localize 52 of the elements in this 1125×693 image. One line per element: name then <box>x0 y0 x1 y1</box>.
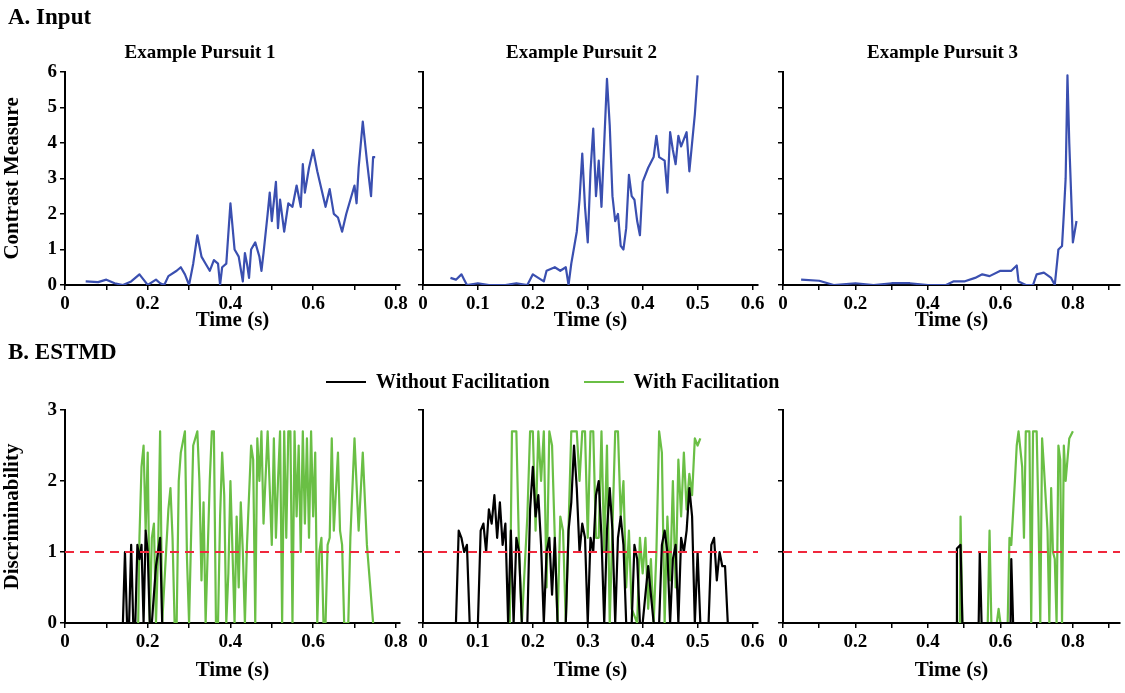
x-tick-label: 0.6 <box>740 292 765 314</box>
y-tick-label: 3 <box>47 397 57 419</box>
x-tick-label: 0 <box>418 630 428 652</box>
y-tick-label: 5 <box>47 95 57 117</box>
x-tick-label: 0.6 <box>988 292 1013 314</box>
x-tick-label: 0.2 <box>135 630 160 652</box>
x-tick-label: 0.2 <box>520 292 545 314</box>
legend-label: With Facilitation <box>633 370 780 393</box>
x-tick-label: 0.6 <box>988 630 1013 652</box>
x-tick-label: 0.2 <box>843 292 868 314</box>
y-tick-label: 4 <box>47 130 58 152</box>
x-tick-label: 0 <box>418 292 428 314</box>
x-tick-label: 0.1 <box>466 630 490 652</box>
y-tick-label: 1 <box>47 539 57 561</box>
x-tick-label: 0.6 <box>301 630 326 652</box>
text: A. Input <box>8 4 92 30</box>
x-tick-label: 0.2 <box>843 630 868 652</box>
x-tick-label: 0.2 <box>520 630 545 652</box>
x-tick-label: 0.2 <box>135 292 160 314</box>
x-tick-label: 0.1 <box>466 292 490 314</box>
x-tick-label: 0.4 <box>630 292 656 314</box>
x-axis-title: Time (s) <box>914 656 989 681</box>
y-tick-label: 1 <box>47 237 57 259</box>
legend-label: Without Facilitation <box>376 370 550 393</box>
x-tick-label: 0 <box>778 292 788 314</box>
x-tick-label: 0 <box>778 630 788 652</box>
x-tick-label: 0.3 <box>575 630 600 652</box>
x-tick-label: 0.5 <box>685 292 710 314</box>
y-axis-title: Contrast Measure <box>0 97 24 260</box>
y-tick-label: 0 <box>47 272 57 294</box>
x-tick-label: 0.6 <box>740 630 765 652</box>
y-tick-label: 6 <box>47 59 57 81</box>
x-tick-label: 0.4 <box>630 630 656 652</box>
x-tick-label: 0.8 <box>383 292 408 314</box>
x-tick-label: 0.4 <box>916 630 941 652</box>
x-tick-label: 0.8 <box>383 630 408 652</box>
chart-title: Example Pursuit 2 <box>506 41 657 63</box>
x-axis-title: Time (s) <box>195 656 270 681</box>
x-tick-label: 0.6 <box>301 292 326 314</box>
x-tick-label: 0.8 <box>1061 292 1085 314</box>
y-tick-label: 3 <box>47 166 57 188</box>
text: B. ESTMD <box>8 339 117 365</box>
chart-title: Example Pursuit 1 <box>124 41 276 63</box>
x-tick-label: 0.5 <box>685 630 710 652</box>
y-axis-title: Discriminability <box>0 443 24 590</box>
y-tick-label: 2 <box>47 201 57 223</box>
y-tick-label: 2 <box>47 468 57 490</box>
y-tick-label: 0 <box>47 610 57 632</box>
x-axis-title: Time (s) <box>553 656 628 681</box>
chart-title: Example Pursuit 3 <box>867 41 1018 63</box>
x-tick-label: 0.8 <box>1061 630 1085 652</box>
x-tick-label: 0.4 <box>218 630 243 652</box>
